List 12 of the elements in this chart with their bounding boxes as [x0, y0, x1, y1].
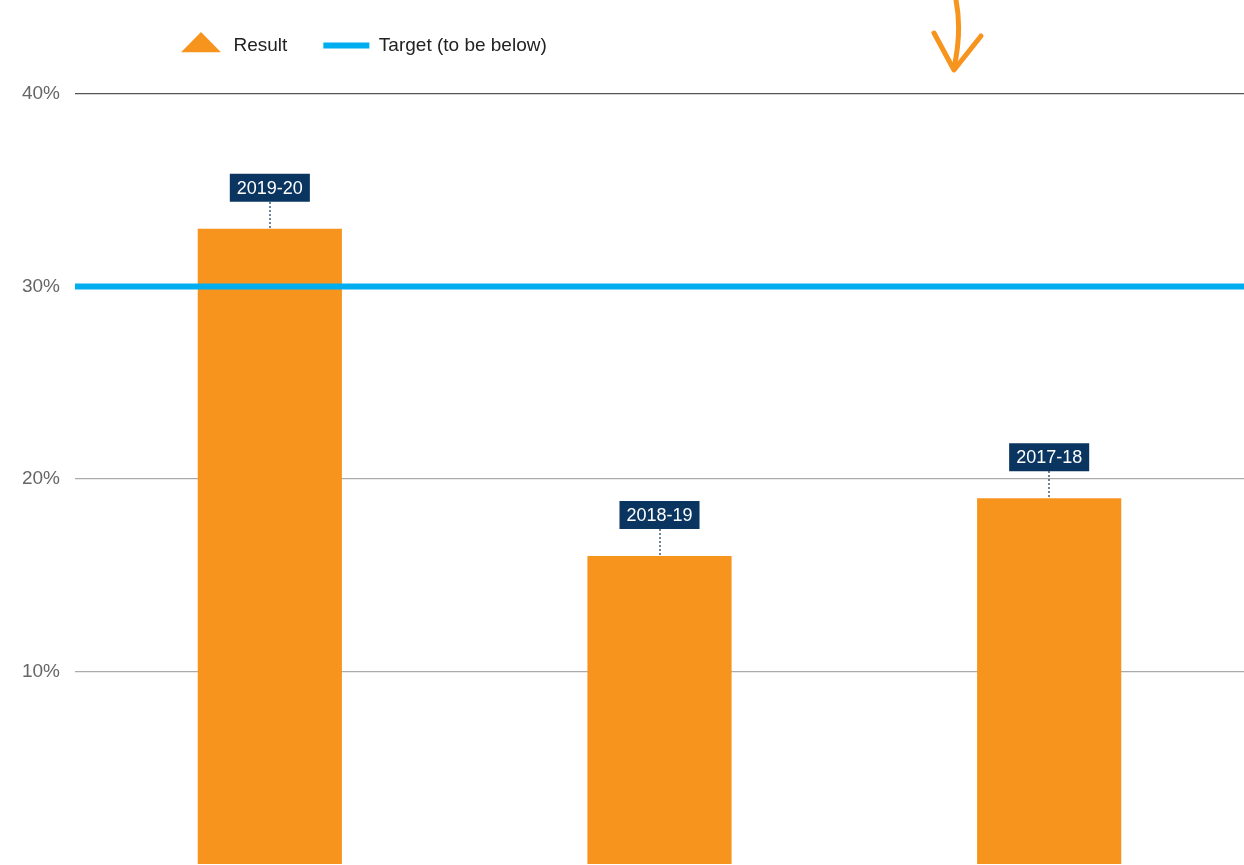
y-tick-label: 30% [21, 274, 61, 296]
legend-label: Result [233, 33, 289, 55]
bar [587, 556, 732, 864]
bar [977, 498, 1122, 864]
x-tick-label: 2019-20 [236, 177, 303, 198]
y-tick-label: 10% [21, 659, 61, 681]
legend-label: Target (to be below) [378, 33, 547, 55]
x-tick-label: 2018-19 [626, 504, 693, 525]
x-tick-label: 2017-18 [1016, 447, 1083, 468]
bar [197, 228, 342, 864]
y-tick-label: 40% [21, 82, 61, 104]
y-tick-label: 20% [21, 467, 61, 489]
